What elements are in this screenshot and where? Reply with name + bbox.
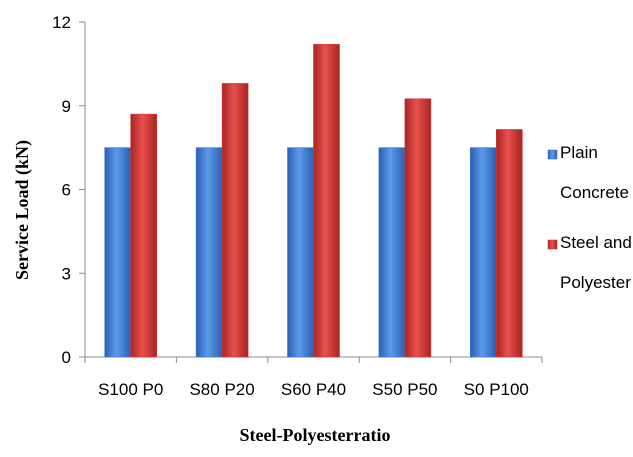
- y-axis: 0 3 6 9 12: [52, 13, 86, 367]
- y-tick-label: 6: [62, 181, 71, 200]
- y-tick-label: 12: [52, 13, 71, 32]
- x-tick-label: S50 P50: [372, 380, 437, 399]
- bar-plain-concrete-1: [104, 147, 131, 358]
- legend-label: Polyester: [560, 273, 631, 292]
- x-axis-title: Steel-Polyesterratio: [240, 425, 391, 445]
- legend-label: Steel and: [560, 233, 632, 252]
- y-tick-label: 0: [62, 348, 71, 367]
- y-axis-title: Service Load (kN): [12, 140, 33, 280]
- bar-steel-and-polyester-1: [130, 113, 157, 358]
- bar-plain-concrete-4: [378, 147, 406, 358]
- y-tick-label: 9: [62, 97, 71, 116]
- bar-plain-concrete-2: [195, 147, 223, 358]
- bar-steel-and-polyester-2: [221, 83, 249, 358]
- bar-steel-and-polyester-4: [404, 98, 432, 358]
- bars: [104, 44, 523, 358]
- legend-swatch-1: [547, 149, 558, 160]
- x-tick-label: S0 P100: [464, 380, 529, 399]
- x-tick-label: S60 P40: [281, 380, 346, 399]
- bar-steel-and-polyester-3: [313, 44, 340, 358]
- bar-steel-and-polyester-5: [495, 129, 523, 358]
- legend-label: Plain: [560, 143, 598, 162]
- x-axis: S100 P0 S80 P20 S60 P40 S50 P50 S0 P100: [84, 356, 543, 399]
- x-tick-label: S100 P0: [98, 380, 163, 399]
- legend: Plain Concrete Steel and Polyester: [547, 143, 632, 292]
- x-tick-label: S80 P20: [189, 380, 254, 399]
- y-tick-label: 3: [62, 264, 71, 283]
- legend-label: Concrete: [560, 183, 629, 202]
- legend-swatch-2: [547, 239, 558, 250]
- bar-plain-concrete-3: [287, 147, 314, 358]
- bar-plain-concrete-5: [469, 147, 497, 358]
